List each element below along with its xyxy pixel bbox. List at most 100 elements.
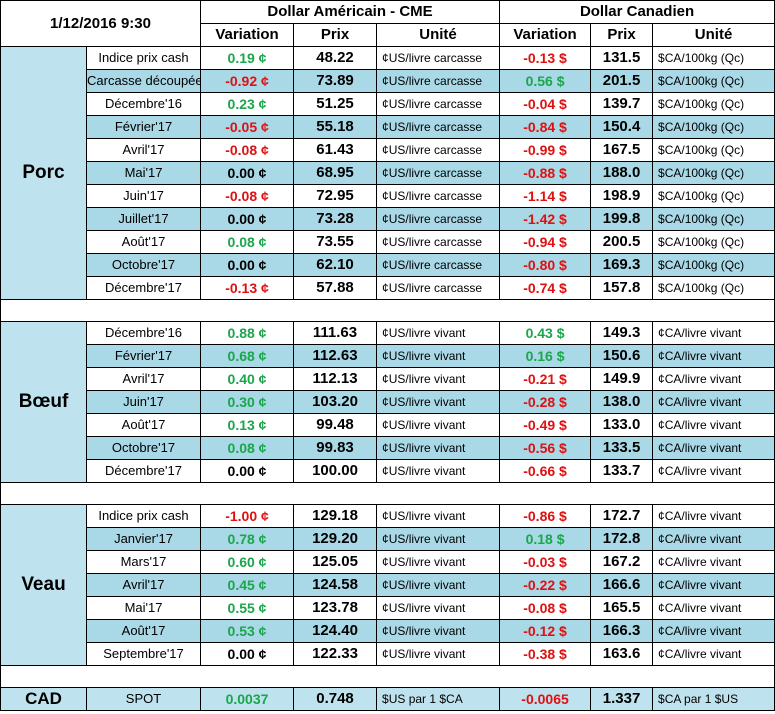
- section-spacer: [0, 665, 775, 688]
- cad-price: 167.5: [590, 138, 654, 162]
- report-date: 1/12/2016 9:30: [0, 0, 202, 47]
- cad-unit: $CA/100kg (Qc): [652, 115, 775, 139]
- usd-unit: ¢US/livre carcasse: [376, 184, 501, 208]
- usd-price: 99.83: [293, 436, 378, 460]
- header-row-titles: 1/12/2016 9:30 Dollar Américain - CME Do…: [0, 0, 775, 47]
- usd-variation: -0.05 ¢: [200, 115, 295, 139]
- cad-variation: -0.86 $: [499, 504, 592, 528]
- usd-unit: ¢US/livre vivant: [376, 390, 501, 414]
- contract-label: Février'17: [85, 344, 202, 368]
- cad-unit: ¢CA/livre vivant: [652, 642, 775, 666]
- table-row: Avril'17 -0.08 ¢ 61.43 ¢US/livre carcasse -0…: [1, 138, 775, 162]
- cad-unit: $CA par 1 $US: [652, 687, 775, 711]
- cad-unit: $CA/100kg (Qc): [652, 69, 775, 93]
- table-row: Mai'17 0.00 ¢ 68.95 ¢US/livre carcasse -0.88…: [1, 161, 775, 185]
- cad-unit: ¢CA/livre vivant: [652, 344, 775, 368]
- contract-label: Juin'17: [85, 184, 202, 208]
- cad-price: 198.9: [590, 184, 654, 208]
- usd-unit: ¢US/livre vivant: [376, 459, 501, 483]
- usd-variation: 0.55 ¢: [200, 596, 295, 620]
- usd-unit: ¢US/livre carcasse: [376, 92, 501, 116]
- usd-unit: ¢US/livre carcasse: [376, 69, 501, 93]
- usd-price: 125.05: [293, 550, 378, 574]
- cad-variation: -0.0065: [499, 687, 592, 711]
- cad-section-title: Dollar Canadien: [499, 0, 775, 24]
- cad-variation: 0.16 $: [499, 344, 592, 368]
- usd-variation: 0.19 ¢: [200, 46, 295, 70]
- cad-unit: ¢CA/livre vivant: [652, 321, 775, 345]
- category-label: CAD: [0, 687, 87, 711]
- cad-price: 150.4: [590, 115, 654, 139]
- usd-variation: 0.45 ¢: [200, 573, 295, 597]
- usd-unit: ¢US/livre vivant: [376, 344, 501, 368]
- cad-price: 133.5: [590, 436, 654, 460]
- cad-unit: ¢CA/livre vivant: [652, 573, 775, 597]
- cad-variation: -1.14 $: [499, 184, 592, 208]
- contract-label: Décembre'16: [85, 92, 202, 116]
- usd-price: 0.748: [293, 687, 378, 711]
- cad-price: 1.337: [590, 687, 654, 711]
- contract-label: Indice prix cash: [85, 504, 202, 528]
- cad-unit: ¢CA/livre vivant: [652, 596, 775, 620]
- table-row: Mai'17 0.55 ¢ 123.78 ¢US/livre vivant -0.08 …: [1, 596, 775, 620]
- usd-unit: ¢US/livre carcasse: [376, 230, 501, 254]
- usd-price: 62.10: [293, 253, 378, 277]
- cad-price: 139.7: [590, 92, 654, 116]
- cad-price: 172.7: [590, 504, 654, 528]
- usd-col-unite: Unité: [376, 23, 501, 47]
- table-row: Février'17 0.68 ¢ 112.63 ¢US/livre vivant 0.…: [1, 344, 775, 368]
- cad-price: 163.6: [590, 642, 654, 666]
- cad-variation: -0.13 $: [499, 46, 592, 70]
- category-label: Bœuf: [0, 321, 87, 483]
- usd-unit: ¢US/livre vivant: [376, 596, 501, 620]
- usd-variation: 0.53 ¢: [200, 619, 295, 643]
- table-row: Décembre'16 0.23 ¢ 51.25 ¢US/livre carcasse…: [1, 92, 775, 116]
- usd-unit: ¢US/livre vivant: [376, 550, 501, 574]
- usd-price: 124.40: [293, 619, 378, 643]
- table-row: Septembre'17 0.00 ¢ 122.33 ¢US/livre vivant…: [1, 642, 775, 666]
- cad-variation: -0.94 $: [499, 230, 592, 254]
- usd-unit: ¢US/livre carcasse: [376, 115, 501, 139]
- cad-unit: ¢CA/livre vivant: [652, 436, 775, 460]
- usd-price: 73.89: [293, 69, 378, 93]
- table-row: Porc Indice prix cash 0.19 ¢ 48.22 ¢US/livre…: [0, 46, 775, 300]
- cad-variation: -0.12 $: [499, 619, 592, 643]
- contract-label: Janvier'17: [85, 527, 202, 551]
- contract-label: Décembre'16: [85, 321, 202, 345]
- cad-variation: -0.80 $: [499, 253, 592, 277]
- usd-unit: ¢US/livre vivant: [376, 504, 501, 528]
- cad-variation: 0.43 $: [499, 321, 592, 345]
- cad-price: 133.7: [590, 459, 654, 483]
- cad-unit: $CA/100kg (Qc): [652, 92, 775, 116]
- cad-variation: -0.21 $: [499, 367, 592, 391]
- cad-unit: ¢CA/livre vivant: [652, 527, 775, 551]
- usd-variation: 0.00 ¢: [200, 642, 295, 666]
- cad-unit: ¢CA/livre vivant: [652, 390, 775, 414]
- cad-variation: -0.28 $: [499, 390, 592, 414]
- contract-label: Avril'17: [85, 138, 202, 162]
- contract-label: Février'17: [85, 115, 202, 139]
- contract-label: Mars'17: [85, 550, 202, 574]
- table-row: Décembre'17 0.00 ¢ 100.00 ¢US/livre vivant -…: [1, 459, 775, 483]
- table-row: Carcasse découpée -0.92 ¢ 73.89 ¢US/livre c…: [1, 69, 775, 93]
- cad-variation: -0.38 $: [499, 642, 592, 666]
- usd-unit: ¢US/livre vivant: [376, 413, 501, 437]
- table-row: Juin'17 0.30 ¢ 103.20 ¢US/livre vivant -0.28…: [1, 390, 775, 414]
- usd-price: 100.00: [293, 459, 378, 483]
- cad-variation: -0.84 $: [499, 115, 592, 139]
- usd-unit: ¢US/livre vivant: [376, 527, 501, 551]
- cad-variation: 0.18 $: [499, 527, 592, 551]
- usd-section-title: Dollar Américain - CME: [200, 0, 501, 24]
- cad-variation: -0.04 $: [499, 92, 592, 116]
- table-row: Bœuf Décembre'16 0.88 ¢ 111.63 ¢US/livre viv…: [0, 321, 775, 483]
- usd-unit: ¢US/livre carcasse: [376, 46, 501, 70]
- cad-variation: -0.74 $: [499, 276, 592, 300]
- cad-col-unite: Unité: [652, 23, 775, 47]
- usd-price: 124.58: [293, 573, 378, 597]
- usd-unit: ¢US/livre carcasse: [376, 207, 501, 231]
- table-row: Août'17 0.13 ¢ 99.48 ¢US/livre vivant -0.49 …: [1, 413, 775, 437]
- usd-price: 112.13: [293, 367, 378, 391]
- usd-unit: ¢US/livre carcasse: [376, 138, 501, 162]
- contract-label: Août'17: [85, 230, 202, 254]
- contract-label: Juin'17: [85, 390, 202, 414]
